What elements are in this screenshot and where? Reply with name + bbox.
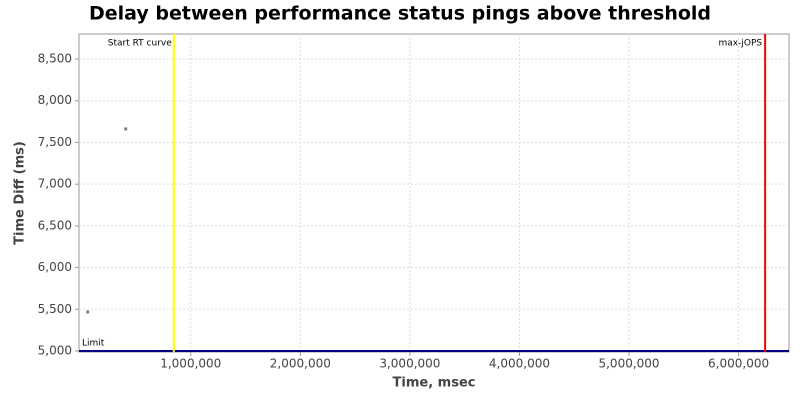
x-axis-label: Time, msec — [393, 376, 476, 391]
y-tick-label: 5,500 — [38, 302, 72, 316]
y-tick-label: 5,000 — [38, 343, 72, 357]
x-tick-label: 5,000,000 — [598, 357, 659, 371]
point — [124, 127, 128, 131]
marker-label: Start RT curve — [108, 39, 172, 49]
chart-title: Delay between performance status pings a… — [89, 3, 711, 25]
point — [86, 310, 90, 314]
x-tick-label: 1,000,000 — [160, 357, 221, 371]
x-tick-label: 2,000,000 — [270, 357, 331, 371]
y-tick-label: 6,500 — [38, 218, 72, 232]
y-tick-label: 8,500 — [38, 52, 72, 66]
x-tick-label: 6,000,000 — [708, 357, 769, 371]
x-tick-label: 3,000,000 — [379, 357, 440, 371]
y-tick-label: 8,000 — [38, 93, 72, 107]
marker-label: max-jOPS — [719, 39, 763, 49]
plot-area — [78, 33, 790, 353]
y-tick-label: 6,000 — [38, 260, 72, 274]
y-tick-label: 7,500 — [38, 135, 72, 149]
marker-label: Limit — [82, 338, 105, 348]
x-tick-label: 4,000,000 — [489, 357, 550, 371]
y-axis-label: Time Diff (ms) — [13, 141, 28, 245]
y-tick-label: 7,000 — [38, 177, 72, 191]
